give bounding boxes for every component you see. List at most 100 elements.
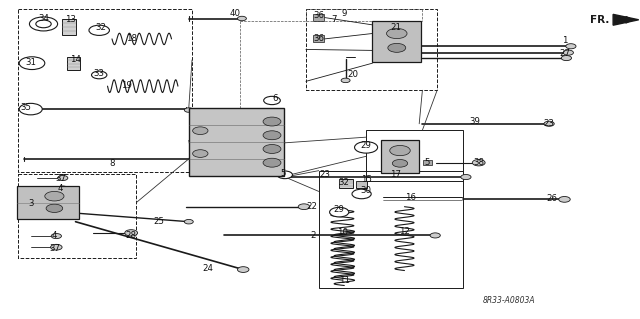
Circle shape <box>472 160 485 166</box>
Circle shape <box>387 28 407 39</box>
Bar <box>189 108 284 176</box>
Circle shape <box>193 150 208 157</box>
Text: FR.: FR. <box>590 15 609 25</box>
Bar <box>62 19 76 35</box>
Bar <box>372 21 421 62</box>
Text: 25: 25 <box>153 217 164 226</box>
Circle shape <box>19 57 45 70</box>
Text: 37: 37 <box>55 174 67 182</box>
Circle shape <box>237 16 246 21</box>
Bar <box>381 140 419 173</box>
Circle shape <box>89 25 109 35</box>
Text: 4: 4 <box>58 184 63 193</box>
Circle shape <box>388 43 406 52</box>
Circle shape <box>563 50 573 55</box>
Circle shape <box>298 204 310 210</box>
Text: 4: 4 <box>52 231 57 240</box>
Bar <box>356 181 367 188</box>
Text: 8: 8 <box>109 159 115 168</box>
Text: 40: 40 <box>230 9 241 18</box>
Text: 33: 33 <box>93 69 105 78</box>
Circle shape <box>45 191 64 201</box>
Text: 23: 23 <box>543 119 555 128</box>
Text: 8R33-A0803A: 8R33-A0803A <box>483 296 536 305</box>
Circle shape <box>57 186 68 192</box>
Bar <box>18 9 192 172</box>
Text: 15: 15 <box>360 175 372 184</box>
Circle shape <box>355 142 378 153</box>
Bar <box>313 35 324 42</box>
Text: 20: 20 <box>348 70 359 78</box>
Circle shape <box>58 175 68 181</box>
Circle shape <box>263 158 281 167</box>
Circle shape <box>390 145 410 156</box>
Text: 39: 39 <box>470 117 480 126</box>
Text: 26: 26 <box>546 194 557 203</box>
Circle shape <box>193 127 208 135</box>
Circle shape <box>566 44 576 49</box>
Text: 18: 18 <box>125 34 137 43</box>
Circle shape <box>263 145 281 153</box>
Text: 29: 29 <box>361 141 371 150</box>
Bar <box>423 160 432 165</box>
Bar <box>319 171 463 288</box>
Circle shape <box>46 204 63 212</box>
Text: 31: 31 <box>25 58 36 67</box>
Circle shape <box>544 121 554 126</box>
Text: 27: 27 <box>559 49 570 58</box>
Text: 30: 30 <box>360 186 372 195</box>
Bar <box>67 57 80 70</box>
Bar <box>18 174 136 258</box>
Text: 5: 5 <box>425 158 430 167</box>
Text: 11: 11 <box>339 276 350 285</box>
Text: 14: 14 <box>70 56 81 64</box>
Circle shape <box>341 78 350 83</box>
Circle shape <box>430 233 440 238</box>
Circle shape <box>277 171 292 179</box>
Text: 29: 29 <box>334 205 344 214</box>
Circle shape <box>330 207 349 217</box>
Circle shape <box>561 56 572 61</box>
Circle shape <box>36 20 51 28</box>
Circle shape <box>184 108 193 112</box>
Text: 35: 35 <box>20 103 31 112</box>
Bar <box>366 130 463 181</box>
Circle shape <box>125 230 138 236</box>
Circle shape <box>264 96 280 105</box>
Text: 38: 38 <box>473 158 484 167</box>
Circle shape <box>51 244 62 250</box>
Circle shape <box>92 71 107 79</box>
Circle shape <box>19 103 42 115</box>
Circle shape <box>392 160 408 167</box>
Circle shape <box>184 219 193 224</box>
Text: 34: 34 <box>38 14 49 23</box>
Circle shape <box>352 189 371 199</box>
Text: 32: 32 <box>339 178 350 187</box>
Text: 36: 36 <box>313 34 324 43</box>
Text: 37: 37 <box>49 244 60 253</box>
Circle shape <box>263 131 281 140</box>
Bar <box>306 9 437 90</box>
Text: 17: 17 <box>390 170 401 179</box>
Text: 28: 28 <box>125 231 137 240</box>
Bar <box>339 179 353 188</box>
Text: 7: 7 <box>332 15 337 24</box>
Circle shape <box>461 174 471 180</box>
Text: 32: 32 <box>95 23 107 32</box>
Text: 24: 24 <box>202 264 214 273</box>
Text: 2: 2 <box>311 231 316 240</box>
Text: 1: 1 <box>562 36 567 45</box>
Text: 12: 12 <box>399 227 410 236</box>
Text: 22: 22 <box>307 202 318 211</box>
Text: 16: 16 <box>405 193 417 202</box>
Text: 19: 19 <box>122 81 132 90</box>
Text: 21: 21 <box>390 23 401 32</box>
Polygon shape <box>613 14 639 25</box>
Text: 13: 13 <box>65 15 76 24</box>
Circle shape <box>559 197 570 202</box>
Circle shape <box>29 17 58 31</box>
Text: 3: 3 <box>28 199 33 208</box>
Circle shape <box>263 117 281 126</box>
Circle shape <box>237 267 249 272</box>
Circle shape <box>51 234 61 239</box>
